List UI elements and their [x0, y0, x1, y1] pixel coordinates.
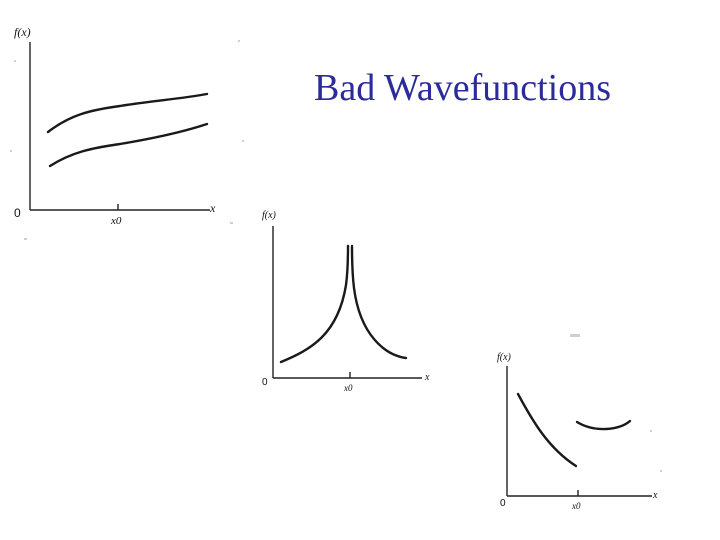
graph3-left-branch — [516, 392, 578, 468]
graph3-x0-label: x0 — [571, 501, 581, 511]
graph2-y-label: f(x) — [262, 210, 277, 221]
graph2-right-branch — [350, 244, 408, 360]
scan-noise — [10, 40, 662, 472]
graph1-y-label: f(x) — [14, 25, 31, 39]
graph-3: f(x) x 0 x0 — [497, 352, 658, 511]
graph2-x0-label: x0 — [343, 383, 353, 393]
graph1-upper-curve — [46, 92, 209, 134]
graph3-y-label: f(x) — [497, 352, 512, 363]
graph3-origin-label: 0 — [500, 498, 506, 509]
graph3-x-label: x — [652, 490, 658, 501]
graph1-x0-label: x0 — [110, 215, 122, 227]
graph-1: f(x) x 0 x0 — [14, 25, 216, 227]
graph-2: f(x) x 0 x0 — [262, 210, 430, 393]
graph3-right-branch — [575, 419, 632, 431]
graph1-origin-label: 0 — [14, 206, 21, 220]
graph2-origin-label: 0 — [262, 377, 268, 388]
graph1-lower-curve — [48, 122, 209, 168]
graph1-x-label: x — [209, 201, 216, 215]
graph2-left-branch — [279, 244, 350, 364]
slide-title: Bad Wavefunctions — [314, 67, 612, 109]
graph2-x-label: x — [424, 372, 430, 383]
